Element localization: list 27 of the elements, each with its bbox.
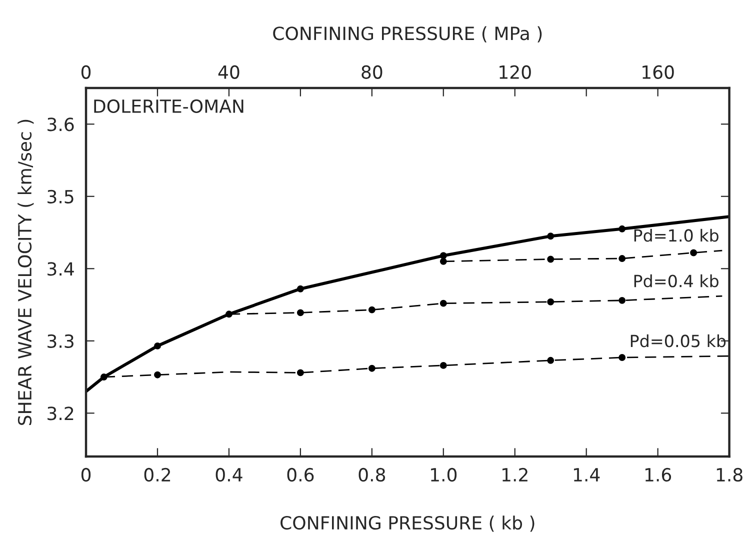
y-tick-label: 3.4 bbox=[48, 262, 74, 276]
x-tick-label: 0.4 bbox=[216, 468, 242, 482]
y-tick-label: 3.6 bbox=[48, 118, 74, 132]
x-tick-label: 0.6 bbox=[287, 468, 314, 482]
annotation: Pd=0.05 kb bbox=[630, 334, 726, 348]
x-tick-label: 0.8 bbox=[358, 468, 386, 482]
x-tick-label: 1.6 bbox=[645, 468, 672, 482]
y-tick-label: 3.2 bbox=[48, 406, 74, 420]
x-tick-label: 1.2 bbox=[502, 468, 528, 482]
annotation: DOLERITE-OMAN bbox=[94, 99, 244, 114]
x-tick-label: 1.4 bbox=[574, 468, 600, 482]
y-axis-title: SHEAR WAVE VELOCITY ( km/sec ) bbox=[18, 120, 34, 425]
x-tick-label: 0 bbox=[81, 468, 91, 482]
y-tick-label: 3.5 bbox=[48, 190, 74, 204]
x-tick-label: 1.0 bbox=[431, 468, 457, 482]
x-tick-label: 0.2 bbox=[144, 468, 170, 482]
x2-tick-label: 0 bbox=[81, 65, 91, 79]
x2-tick-label: 120 bbox=[500, 65, 531, 79]
x2-tick-label: 40 bbox=[218, 65, 240, 79]
x2-tick-label: 80 bbox=[362, 65, 382, 79]
y-tick-label: 3.3 bbox=[48, 334, 74, 348]
x2-tick-label: 160 bbox=[642, 65, 674, 79]
x-tick-label: 1.8 bbox=[716, 468, 742, 482]
x-axis-title: CONFINING PRESSURE ( kb ) bbox=[280, 516, 534, 532]
annotation: Pd=0.4 kb bbox=[634, 274, 718, 288]
annotation: Pd=1.0 kb bbox=[634, 228, 718, 242]
x2-axis-title: CONFINING PRESSURE ( MPa ) bbox=[273, 26, 542, 42]
